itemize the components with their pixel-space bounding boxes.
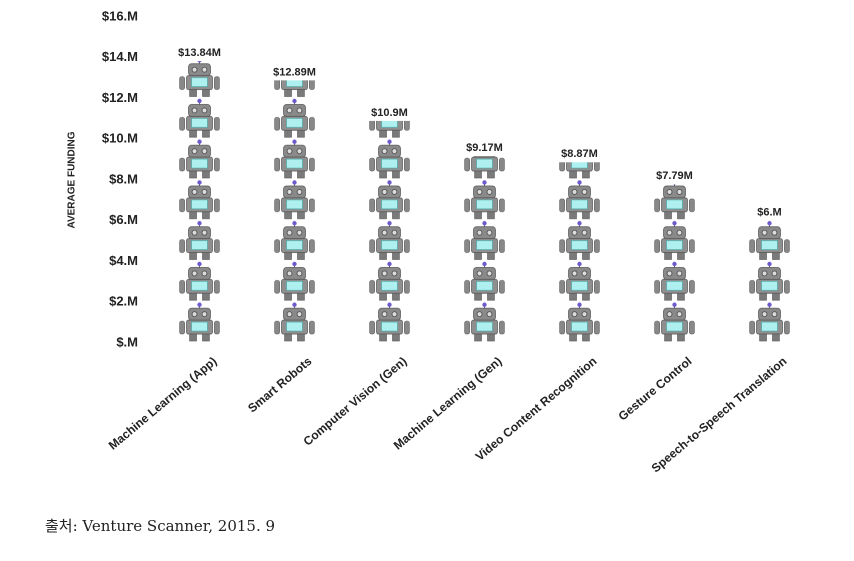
y-tick-label: $.M [116, 334, 138, 349]
bar [247, 80, 342, 344]
y-tick-label: $12.M [102, 90, 138, 105]
source: 출처: Venture Scanner, 2015. 9 [45, 517, 275, 535]
x-tick-label: Machine Learning (App) [106, 354, 220, 453]
bar [722, 220, 817, 343]
y-tick-label: $10.M [102, 131, 138, 146]
x-tick-label: Gesture Control [615, 354, 694, 423]
x-tick-label: Computer Vision (Gen) [301, 354, 410, 449]
y-tick-label: $2.M [109, 294, 138, 309]
value-label: $13.84M [178, 47, 221, 59]
value-label: $7.79M [656, 170, 693, 182]
bar [342, 120, 437, 343]
x-tick-label: Machine Learning (Gen) [391, 354, 505, 453]
y-tick-label: $4.M [109, 253, 138, 268]
x-tick-label: Smart Robots [245, 354, 315, 416]
y-tick-label: $8.M [109, 171, 138, 186]
value-label: $8.87M [561, 148, 598, 160]
value-label: $10.9M [371, 107, 408, 119]
bar [532, 162, 627, 343]
value-label: $12.89M [273, 66, 316, 78]
y-tick-label: $16.M [102, 8, 138, 23]
y-axis-label: AVERAGE FUNDING [67, 131, 78, 228]
y-tick-label: $14.M [102, 49, 138, 64]
y-tick-label: $6.M [109, 212, 138, 227]
value-label: $6.M [757, 207, 781, 219]
bar [437, 156, 532, 343]
value-label: $9.17M [466, 142, 503, 154]
bar [627, 184, 722, 343]
bar [152, 61, 247, 343]
